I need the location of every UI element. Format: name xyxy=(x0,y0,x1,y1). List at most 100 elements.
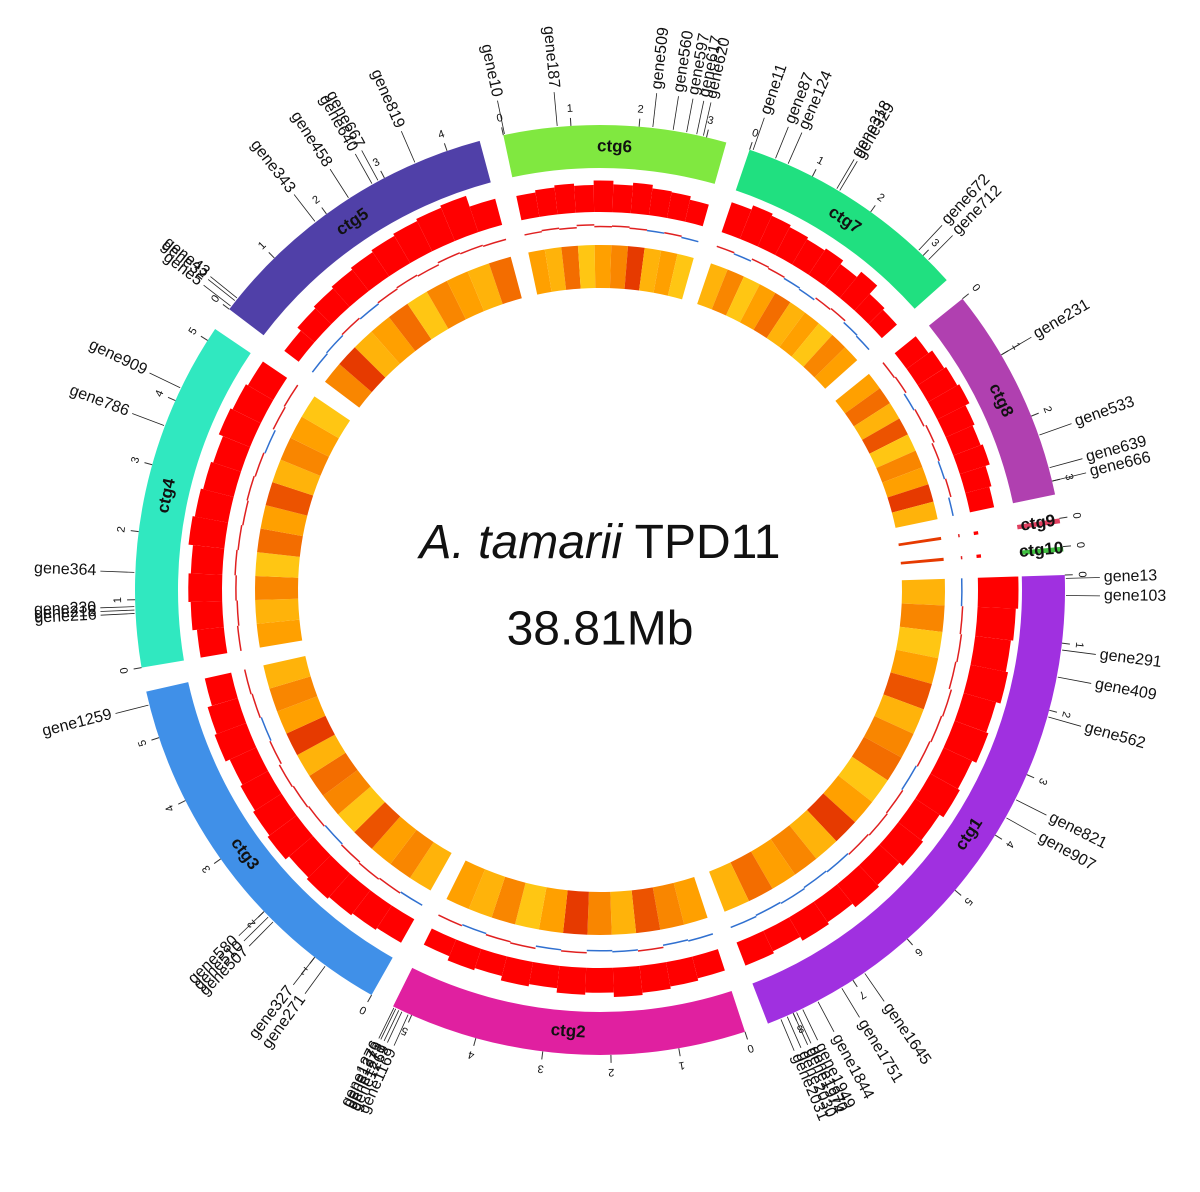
gc-step xyxy=(278,764,293,788)
gene-label: gene819 xyxy=(367,67,407,131)
tick-label: 0 xyxy=(750,127,760,140)
gene-leader xyxy=(361,150,379,181)
tick-label: 3 xyxy=(1036,776,1049,786)
heatmap-cell xyxy=(653,250,678,296)
gc-step xyxy=(246,475,255,501)
heatmap-cell xyxy=(255,552,300,578)
gc-step xyxy=(612,949,638,953)
heatmap-cell xyxy=(260,505,308,537)
heatmap-cell xyxy=(901,578,945,606)
heatmap-cell xyxy=(371,317,416,364)
tick-mark xyxy=(1061,642,1070,645)
contig-band xyxy=(503,125,727,184)
gene-leader xyxy=(380,1008,397,1040)
gene-label: gene291 xyxy=(1099,646,1163,671)
tick-mark xyxy=(870,205,876,213)
gc-step xyxy=(937,461,946,480)
contig-band xyxy=(146,682,393,996)
gc-step xyxy=(269,740,282,765)
species: A. tamarii xyxy=(416,516,623,569)
gene-label: gene786 xyxy=(67,382,131,420)
histogram-bar xyxy=(554,183,576,215)
histogram-bar xyxy=(837,865,880,908)
gc-step xyxy=(307,805,325,827)
heatmap-cell xyxy=(538,887,568,934)
tick-label: 1 xyxy=(678,1059,686,1072)
gc-step xyxy=(914,409,925,427)
heatmap-cell xyxy=(631,887,661,934)
gc-step xyxy=(561,950,587,954)
gene-label: gene533 xyxy=(1072,393,1136,430)
heatmap-cell xyxy=(851,736,902,781)
gene-leader xyxy=(696,100,705,135)
histogram-bar xyxy=(440,195,479,241)
heatmap-cell xyxy=(770,825,817,875)
gene-leader xyxy=(796,1012,812,1044)
histogram-bar xyxy=(190,600,224,631)
histogram-bar xyxy=(393,221,433,264)
heatmap-cell xyxy=(673,876,708,925)
heatmap-cell xyxy=(835,373,880,414)
histogram-bar xyxy=(917,366,958,403)
histogram-bar xyxy=(203,461,241,497)
gene-leader xyxy=(329,168,349,198)
histogram-bar xyxy=(973,531,979,536)
contig-band xyxy=(928,298,1056,504)
tick-label: 6 xyxy=(912,945,925,958)
heatmap-cell xyxy=(338,786,385,833)
histogram-bar xyxy=(906,350,945,386)
tick-label: 4 xyxy=(163,803,176,814)
gene-leader xyxy=(918,225,943,251)
histogram-bar xyxy=(854,293,885,324)
gc-step xyxy=(264,429,276,454)
gene-label: gene216 xyxy=(34,607,97,627)
gene-leader xyxy=(1057,676,1092,684)
gene-leader xyxy=(1049,458,1083,469)
gene-leader xyxy=(100,570,135,573)
gc-step xyxy=(730,915,757,929)
gc-step xyxy=(437,252,461,264)
tick-label: 1 xyxy=(815,154,826,167)
gc-step xyxy=(400,891,423,906)
histogram-bar xyxy=(306,855,350,899)
gc-step xyxy=(848,833,869,855)
gene-leader xyxy=(292,957,315,986)
heatmap-cell xyxy=(290,416,339,457)
gc-step xyxy=(559,226,577,231)
tick-label: 1 xyxy=(256,239,269,252)
heatmap-cell xyxy=(876,450,923,483)
histogram-bar xyxy=(808,248,844,286)
contig-label: ctg6 xyxy=(597,136,633,156)
gc-step xyxy=(803,870,827,889)
tick-mark xyxy=(811,169,817,177)
heatmap-cell xyxy=(730,851,773,902)
gene-label: gene343 xyxy=(247,137,299,197)
heatmap-cell xyxy=(577,245,596,289)
gc-step xyxy=(254,452,265,477)
tick-mark xyxy=(744,1031,748,1040)
tick-mark xyxy=(569,117,572,126)
tick-label: 2 xyxy=(637,103,644,115)
contig-band xyxy=(1020,546,1064,556)
heatmap-cell xyxy=(563,890,589,935)
contig-band xyxy=(752,574,1065,1024)
histogram-bar xyxy=(194,488,234,523)
gc-step xyxy=(524,230,542,236)
heatmap-cell xyxy=(407,291,449,340)
tick-label: 5 xyxy=(399,1024,409,1037)
tick-label: 2 xyxy=(115,526,128,534)
histogram-bar xyxy=(229,747,269,785)
heatmap-cell xyxy=(853,403,900,440)
histogram-bar xyxy=(792,239,825,275)
gene-leader xyxy=(383,1010,400,1042)
heatmap-cell xyxy=(890,649,939,685)
gc-step xyxy=(798,288,815,301)
heatmap-cell xyxy=(409,842,452,891)
heatmap-cell xyxy=(779,312,819,357)
histogram-bar xyxy=(975,606,1016,641)
histogram-bar xyxy=(284,330,315,362)
gc-step xyxy=(815,297,831,311)
gc-step xyxy=(916,741,931,767)
histogram-bar xyxy=(977,576,1019,609)
gene-label: gene1259 xyxy=(40,706,113,740)
